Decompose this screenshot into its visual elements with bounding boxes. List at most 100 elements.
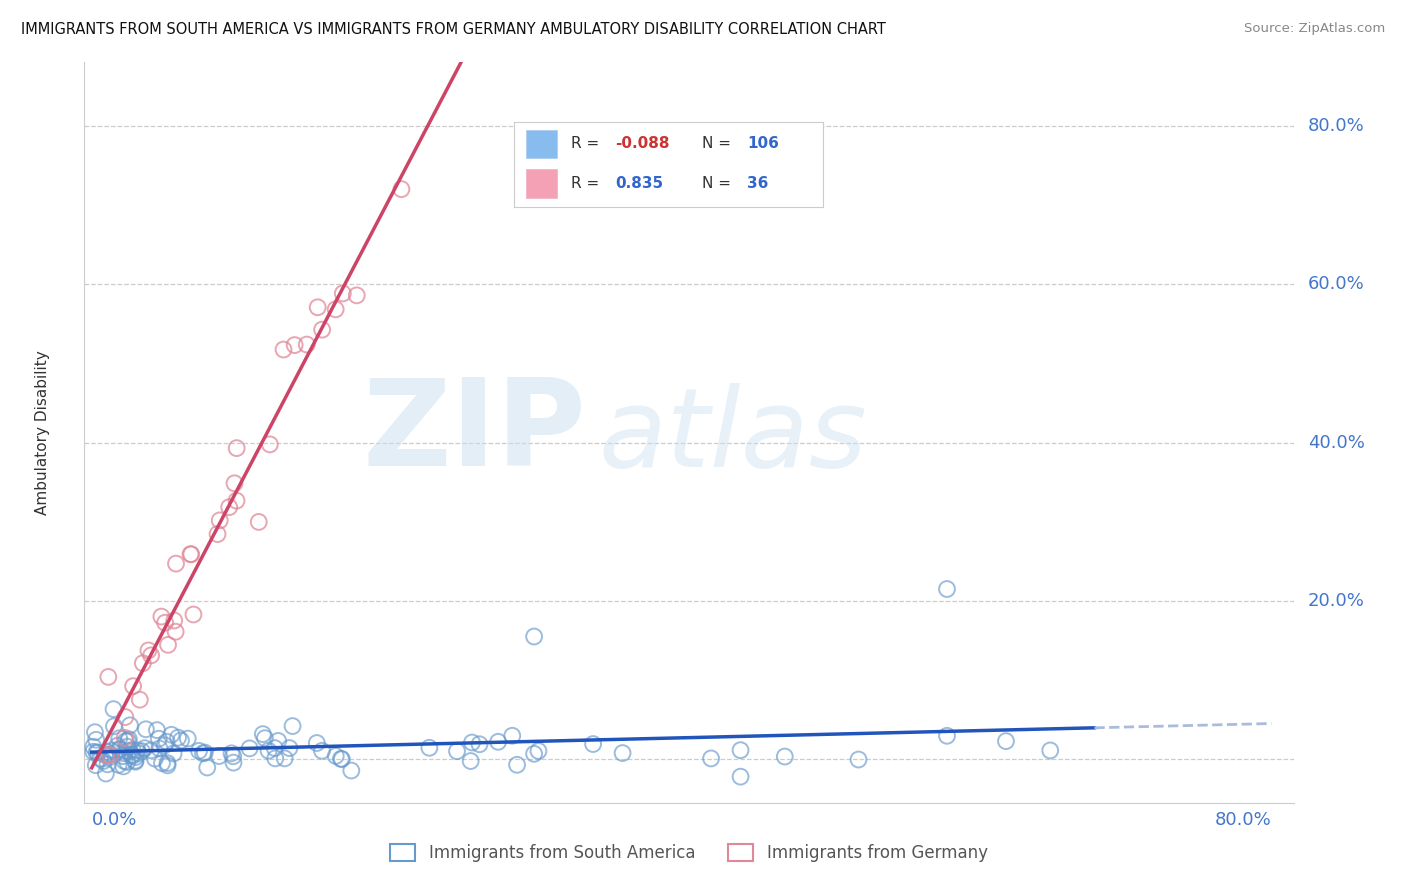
Point	[127, 743, 149, 757]
Point	[506, 757, 529, 772]
Point	[325, 748, 347, 763]
Legend: Immigrants from South America, Immigrants from Germany: Immigrants from South America, Immigrant…	[384, 837, 994, 869]
Point	[225, 441, 247, 455]
Point	[84, 725, 107, 739]
Point	[195, 760, 218, 774]
Point	[156, 758, 179, 772]
Text: atlas: atlas	[599, 383, 868, 490]
Point	[165, 557, 187, 571]
Point	[100, 747, 122, 762]
Point	[273, 343, 295, 357]
Point	[730, 770, 752, 784]
Point	[121, 747, 143, 762]
Point	[225, 493, 247, 508]
Point	[222, 756, 245, 770]
Point	[86, 745, 108, 759]
Point	[150, 609, 173, 624]
Point	[281, 719, 304, 733]
Point	[253, 731, 276, 746]
Text: R =: R =	[571, 136, 599, 152]
Point	[221, 747, 243, 761]
Point	[582, 737, 605, 751]
Point	[936, 729, 959, 743]
Point	[160, 728, 183, 742]
Point	[107, 757, 129, 772]
Text: Ambulatory Disability: Ambulatory Disability	[35, 351, 49, 515]
Point	[501, 729, 523, 743]
Point	[208, 749, 231, 764]
Point	[468, 737, 491, 751]
Point	[103, 702, 125, 716]
Point	[112, 759, 135, 773]
Point	[139, 648, 162, 663]
Text: 0.0%: 0.0%	[91, 811, 138, 829]
Point	[118, 744, 141, 758]
Point	[263, 741, 285, 756]
Point	[118, 732, 141, 747]
Point	[114, 754, 136, 768]
Point	[418, 740, 440, 755]
Point	[311, 323, 333, 337]
Point	[183, 607, 205, 622]
Point	[128, 692, 150, 706]
Point	[143, 751, 166, 765]
Point	[131, 744, 153, 758]
Point	[124, 755, 146, 769]
Point	[153, 615, 176, 630]
Point	[84, 732, 107, 747]
Point	[446, 744, 468, 758]
Point	[121, 743, 143, 757]
Text: 60.0%: 60.0%	[1308, 275, 1365, 293]
Point	[278, 741, 301, 756]
Point	[96, 757, 118, 772]
Point	[86, 746, 108, 760]
Bar	[526, 169, 557, 198]
Point	[222, 749, 245, 764]
Text: -0.088: -0.088	[616, 136, 671, 152]
Point	[167, 731, 190, 745]
Point	[460, 754, 482, 768]
Point	[1039, 743, 1062, 757]
Point	[115, 755, 138, 769]
Point	[247, 515, 270, 529]
Point	[156, 756, 179, 771]
Point	[112, 749, 135, 764]
Point	[108, 742, 131, 756]
Point	[96, 745, 118, 759]
Point	[132, 657, 155, 671]
Point	[346, 288, 368, 302]
Point	[264, 751, 287, 765]
Point	[94, 747, 117, 762]
Point	[84, 758, 107, 772]
Point	[82, 745, 104, 759]
Point	[527, 744, 550, 758]
Text: 0.835: 0.835	[616, 177, 664, 191]
Point	[121, 748, 143, 763]
Text: 80.0%: 80.0%	[1215, 811, 1271, 829]
Point	[103, 719, 125, 733]
Point	[98, 750, 121, 764]
Point	[117, 734, 139, 748]
Text: 20.0%: 20.0%	[1308, 592, 1365, 610]
Point	[218, 500, 240, 515]
Point	[994, 734, 1017, 748]
Point	[295, 337, 318, 351]
Point	[108, 731, 131, 746]
Point	[118, 718, 141, 732]
Bar	[526, 129, 557, 159]
Point	[191, 747, 214, 761]
Point	[153, 739, 176, 753]
Point	[94, 766, 117, 780]
Point	[124, 750, 146, 764]
Point	[257, 744, 280, 758]
Point	[329, 752, 352, 766]
Point	[330, 752, 353, 766]
Point	[332, 286, 354, 301]
Point	[252, 727, 274, 741]
Point	[163, 614, 186, 628]
Point	[128, 747, 150, 761]
Point	[207, 527, 229, 541]
Point	[325, 302, 347, 317]
Point	[311, 744, 333, 758]
Point	[117, 739, 139, 754]
